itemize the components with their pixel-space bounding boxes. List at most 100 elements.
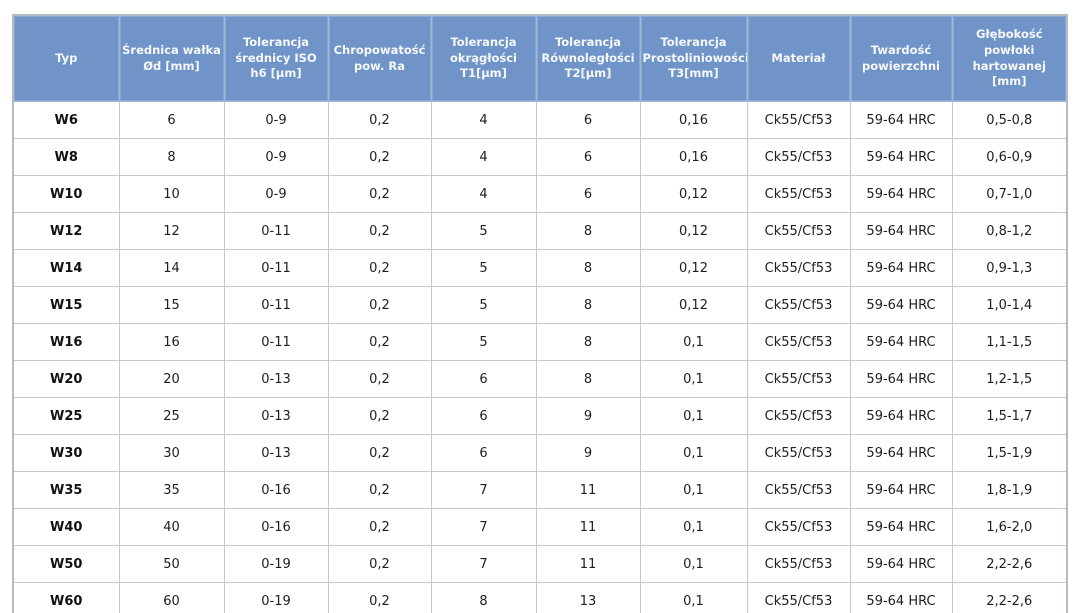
table-cell: 0,9-1,3 (951, 249, 1068, 287)
column-header: Tolerancja Prostoliniowości T3[mm] (639, 14, 748, 102)
table-cell: 4 (430, 101, 537, 139)
table-cell: 0,2 (327, 212, 432, 250)
row-type-cell: W14 (12, 249, 120, 287)
row-type-cell: W50 (12, 545, 120, 583)
table-cell: 11 (535, 471, 641, 509)
row-type-cell: W60 (12, 582, 120, 613)
table-cell: 59-64 HRC (849, 212, 953, 250)
table-cell: 0,8-1,2 (951, 212, 1068, 250)
row-type-cell: W25 (12, 397, 120, 435)
table-row: W25 25 0-13 0,2 6 9 0,1 Ck55/Cf53 59-64 HRC 1,5-1… (12, 397, 1068, 435)
table-cell: 0-13 (223, 360, 329, 398)
table-row: W14 14 0-11 0,2 5 8 0,12 Ck55/Cf53 59-64 HRC 0,9-… (12, 249, 1068, 287)
table-cell: 0-9 (223, 138, 329, 176)
table-row: W15 15 0-11 0,2 5 8 0,12 Ck55/Cf53 59-64 HRC 1,0-… (12, 286, 1068, 324)
table-cell: 0-13 (223, 397, 329, 435)
table-cell: 5 (430, 323, 537, 361)
table-cell: 1,1-1,5 (951, 323, 1068, 361)
table-cell: 0,2 (327, 175, 432, 213)
table-cell: 0,1 (639, 471, 748, 509)
table-cell: Ck55/Cf53 (746, 397, 851, 435)
table-cell: 0,1 (639, 434, 748, 472)
table-cell: 59-64 HRC (849, 138, 953, 176)
table-cell: Ck55/Cf53 (746, 249, 851, 287)
table-row: W30 30 0-13 0,2 6 9 0,1 Ck55/Cf53 59-64 HRC 1,5-1… (12, 434, 1068, 472)
table-cell: 0,2 (327, 101, 432, 139)
row-type-cell: W6 (12, 101, 120, 139)
table-cell: 59-64 HRC (849, 582, 953, 613)
table-cell: 0,12 (639, 286, 748, 324)
table-cell: Ck55/Cf53 (746, 323, 851, 361)
table-cell: Ck55/Cf53 (746, 471, 851, 509)
table-cell: Ck55/Cf53 (746, 582, 851, 613)
table-cell: 16 (118, 323, 225, 361)
table-cell: 7 (430, 508, 537, 546)
table-cell: 11 (535, 508, 641, 546)
table-cell: 8 (535, 212, 641, 250)
table-cell: 0,2 (327, 323, 432, 361)
table-cell: 59-64 HRC (849, 101, 953, 139)
table-cell: 0,2 (327, 545, 432, 583)
table-cell: 40 (118, 508, 225, 546)
table-cell: 0,2 (327, 582, 432, 613)
table-row: W12 12 0-11 0,2 5 8 0,12 Ck55/Cf53 59-64 HRC 0,8-… (12, 212, 1068, 250)
table-cell: 6 (535, 175, 641, 213)
table-cell: 9 (535, 434, 641, 472)
hardened-shaft-spec-table: Typ Średnica wałka Ød [mm] Tolerancja śred… (12, 14, 1068, 613)
table-cell: 11 (535, 545, 641, 583)
table-cell: 4 (430, 175, 537, 213)
table-cell: 7 (430, 471, 537, 509)
table-cell: Ck55/Cf53 (746, 101, 851, 139)
row-type-cell: W35 (12, 471, 120, 509)
table-cell: 0,16 (639, 138, 748, 176)
table-row: W60 60 0-19 0,2 8 13 0,1 Ck55/Cf53 59-64 HRC 2,2-… (12, 582, 1068, 613)
row-type-cell: W16 (12, 323, 120, 361)
table-cell: 50 (118, 545, 225, 583)
table-cell: 0,2 (327, 138, 432, 176)
column-header: Tolerancja okrągłości T1[µm] (430, 14, 537, 102)
table-cell: 0-9 (223, 101, 329, 139)
table-cell: 0,12 (639, 175, 748, 213)
table-cell: 8 (535, 249, 641, 287)
table-cell: 0,1 (639, 582, 748, 613)
table-cell: 1,5-1,7 (951, 397, 1068, 435)
table-cell: 0-19 (223, 545, 329, 583)
column-header: Tolerancja średnicy ISO h6 [µm] (223, 14, 329, 102)
table-cell: 59-64 HRC (849, 508, 953, 546)
table-cell: 0,7-1,0 (951, 175, 1068, 213)
table-cell: 14 (118, 249, 225, 287)
table-cell: Ck55/Cf53 (746, 138, 851, 176)
table-cell: 20 (118, 360, 225, 398)
table-cell: 0-19 (223, 582, 329, 613)
table-row: W16 16 0-11 0,2 5 8 0,1 Ck55/Cf53 59-64 HRC 1,1-1… (12, 323, 1068, 361)
row-type-cell: W12 (12, 212, 120, 250)
table-cell: Ck55/Cf53 (746, 545, 851, 583)
table-cell: 0,2 (327, 360, 432, 398)
table-cell: 0,1 (639, 360, 748, 398)
table-row: W35 35 0-16 0,2 7 11 0,1 Ck55/Cf53 59-64 HRC 1,8-… (12, 471, 1068, 509)
table-cell: 10 (118, 175, 225, 213)
row-type-cell: W10 (12, 175, 120, 213)
table-cell: 0,16 (639, 101, 748, 139)
column-header: Chropowatość pow. Ra (327, 14, 432, 102)
table-cell: 6 (430, 397, 537, 435)
table-cell: 0-11 (223, 286, 329, 324)
table-cell: 35 (118, 471, 225, 509)
table-cell: 59-64 HRC (849, 286, 953, 324)
table-cell: 0,2 (327, 249, 432, 287)
table-cell: 1,6-2,0 (951, 508, 1068, 546)
table-cell: 1,5-1,9 (951, 434, 1068, 472)
row-type-cell: W8 (12, 138, 120, 176)
table-cell: 0,2 (327, 508, 432, 546)
table-cell: 59-64 HRC (849, 545, 953, 583)
table-cell: 25 (118, 397, 225, 435)
table-cell: 0-9 (223, 175, 329, 213)
table-cell: Ck55/Cf53 (746, 434, 851, 472)
table-cell: 6 (535, 101, 641, 139)
column-header: Tolerancja Równoległości T2[µm] (535, 14, 641, 102)
table-row: W20 20 0-13 0,2 6 8 0,1 Ck55/Cf53 59-64 HRC 1,2-1… (12, 360, 1068, 398)
table-cell: 13 (535, 582, 641, 613)
table-cell: 0-16 (223, 508, 329, 546)
table-cell: 0-16 (223, 471, 329, 509)
table-cell: 8 (535, 360, 641, 398)
